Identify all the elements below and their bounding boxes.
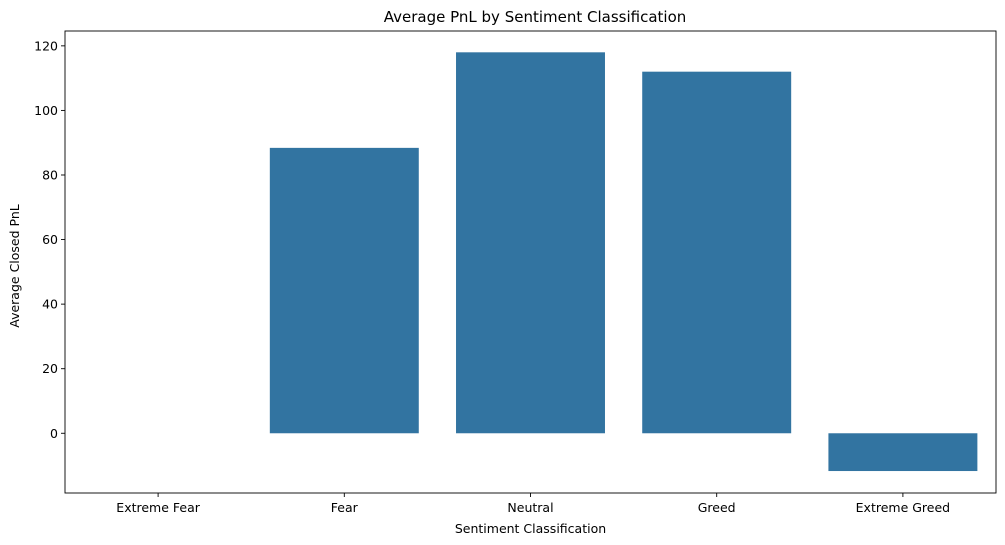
- bar-greed: [642, 71, 792, 434]
- y-axis-title: Average Closed PnL: [7, 204, 22, 328]
- x-tick-label: Neutral: [507, 500, 553, 515]
- x-tick-label: Greed: [698, 500, 736, 515]
- x-tick-label: Fear: [331, 500, 359, 515]
- y-tick-label: 120: [34, 38, 58, 53]
- y-tick-label: 40: [42, 297, 58, 312]
- bar-fear: [269, 147, 419, 434]
- bar-extreme-greed: [828, 433, 978, 472]
- x-tick-label: Extreme Greed: [856, 500, 950, 515]
- bar-neutral: [456, 52, 605, 434]
- y-tick-label: 100: [34, 103, 58, 118]
- x-tick-label: Extreme Fear: [116, 500, 200, 515]
- plot-area: 0 20 40 60 80 100 120 Extreme Fear Fear Neutral Gr…: [34, 30, 997, 515]
- y-tick-label: 0: [50, 426, 58, 441]
- y-tick-label: 60: [42, 232, 58, 247]
- y-tick-label: 20: [42, 361, 58, 376]
- y-tick-label: 80: [42, 167, 58, 182]
- x-axis-title: Sentiment Classification: [455, 521, 606, 536]
- chart-title: Average PnL by Sentiment Classification: [384, 8, 687, 26]
